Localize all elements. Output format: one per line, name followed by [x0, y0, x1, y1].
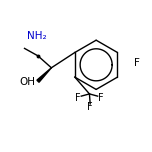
Text: F: F	[134, 58, 140, 68]
Polygon shape	[37, 68, 51, 82]
Text: F: F	[98, 93, 103, 103]
Text: OH: OH	[19, 77, 36, 87]
Text: F: F	[87, 102, 93, 112]
Text: F: F	[75, 93, 80, 103]
Text: NH₂: NH₂	[27, 31, 47, 41]
